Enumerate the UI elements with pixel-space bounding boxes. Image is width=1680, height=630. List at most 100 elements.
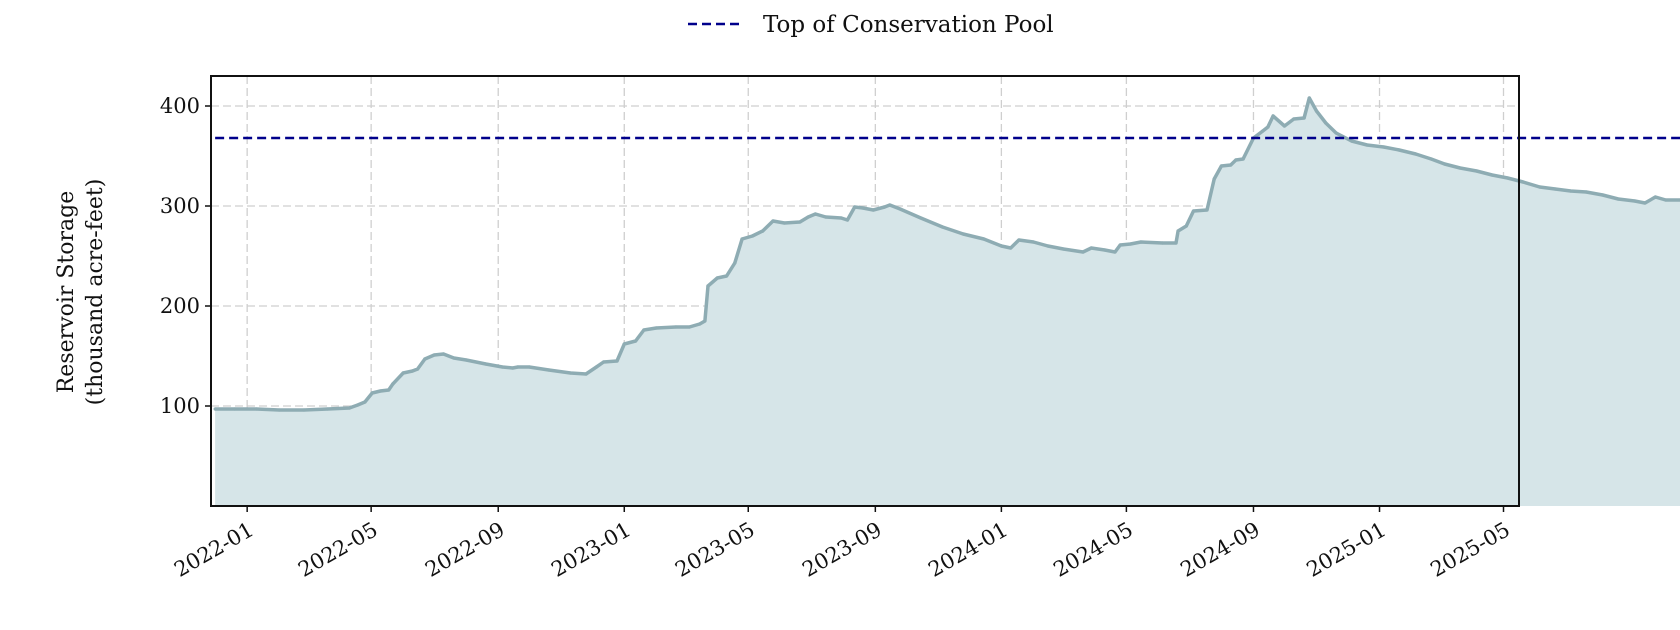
storage-point xyxy=(1553,187,1557,191)
x-tick-label: 2023-09 xyxy=(798,517,886,581)
storage-point xyxy=(391,382,395,386)
x-tick-label: 2025-05 xyxy=(1426,517,1514,581)
storage-point xyxy=(1616,197,1620,201)
x-tick-label: 2025-01 xyxy=(1302,517,1390,581)
storage-point xyxy=(1234,158,1238,162)
storage-point xyxy=(432,353,436,357)
storage-point xyxy=(634,339,638,343)
storage-point xyxy=(961,232,965,236)
storage-point xyxy=(356,403,360,407)
storage-point xyxy=(698,322,702,326)
y-tick-label: 400 xyxy=(160,94,200,118)
storage-point xyxy=(387,388,391,392)
y-tick-label: 300 xyxy=(160,194,200,218)
storage-point xyxy=(1314,109,1319,113)
storage-point xyxy=(813,212,818,216)
storage-point xyxy=(888,203,892,207)
storage-point xyxy=(1219,164,1224,168)
storage-point xyxy=(1429,157,1433,161)
storage-point xyxy=(370,391,374,395)
storage-point xyxy=(401,371,405,375)
storage-point xyxy=(1191,209,1196,213)
storage-point xyxy=(1128,242,1133,246)
x-tick-label: 2024-01 xyxy=(924,517,1012,581)
storage-point xyxy=(410,369,415,373)
storage-point xyxy=(1081,250,1085,254)
storage-point xyxy=(1229,163,1233,167)
storage-point xyxy=(1601,193,1605,197)
storage-point xyxy=(1184,224,1188,228)
storage-point xyxy=(724,274,729,278)
storage-point xyxy=(853,205,857,209)
storage-point xyxy=(1113,250,1117,254)
storage-point xyxy=(1521,180,1525,184)
storage-point xyxy=(1334,131,1338,135)
storage-point xyxy=(213,407,217,411)
storage-point xyxy=(1506,176,1510,180)
storage-point xyxy=(871,208,875,212)
storage-point xyxy=(1292,117,1296,121)
x-tick-label: 2023-05 xyxy=(671,517,759,581)
legend: Top of Conservation Pool xyxy=(688,12,1054,38)
legend-label-conservation-pool: Top of Conservation Pool xyxy=(763,12,1054,38)
storage-point xyxy=(1061,247,1065,251)
storage-point xyxy=(1443,162,1447,166)
storage-point xyxy=(615,359,619,363)
storage-point xyxy=(642,328,646,332)
storage-point xyxy=(1490,173,1494,177)
storage-point xyxy=(233,407,237,411)
storage-point xyxy=(416,367,420,371)
storage-point xyxy=(845,218,850,222)
storage-point xyxy=(1212,177,1216,181)
y-axis-ticks: 100 200 300 400 xyxy=(160,94,211,418)
y-axis-title-line2: (thousand acre-feet) xyxy=(83,179,108,406)
storage-point xyxy=(898,207,902,211)
storage-point xyxy=(771,219,775,223)
storage-point xyxy=(1089,246,1093,250)
y-axis-title-line1: Reservoir Storage xyxy=(54,191,79,394)
storage-point xyxy=(687,325,691,329)
storage-point xyxy=(861,206,865,210)
storage-point xyxy=(883,205,887,209)
storage-point xyxy=(1382,145,1386,149)
storage-point xyxy=(1584,190,1588,194)
storage-point xyxy=(302,408,306,412)
y-tick-label: 100 xyxy=(160,394,200,418)
storage-point xyxy=(1643,201,1647,205)
storage-point xyxy=(500,365,504,369)
storage-point xyxy=(1174,241,1178,245)
x-tick-label: 2022-01 xyxy=(170,517,258,581)
storage-point xyxy=(806,215,810,219)
storage-point xyxy=(740,237,744,241)
storage-point xyxy=(363,400,367,404)
storage-point xyxy=(1261,129,1265,133)
storage-point xyxy=(1538,185,1542,189)
x-tick-label: 2024-05 xyxy=(1049,517,1137,581)
storage-point xyxy=(602,360,606,364)
storage-point xyxy=(1569,189,1573,193)
series-layer xyxy=(213,96,1680,506)
storage-point xyxy=(1103,248,1107,252)
storage-point xyxy=(654,326,658,330)
storage-point xyxy=(464,358,468,362)
storage-point xyxy=(1664,198,1668,202)
storage-point xyxy=(347,406,352,410)
storage-point xyxy=(703,319,707,323)
x-axis-ticks: 2022-01 2022-05 2022-09 2023-01 2023-05 2023-… xyxy=(170,506,1514,582)
storage-point xyxy=(1307,96,1311,100)
storage-point xyxy=(378,389,383,393)
storage-point xyxy=(1365,143,1369,147)
storage-point xyxy=(1118,243,1122,247)
storage-point xyxy=(594,365,598,369)
storage-point xyxy=(452,356,456,360)
storage-point xyxy=(326,407,330,411)
storage-point xyxy=(782,221,787,225)
storage-point xyxy=(1458,166,1462,170)
storage-point xyxy=(798,220,802,224)
storage-point xyxy=(1176,229,1180,233)
storage-point xyxy=(674,325,678,329)
storage-point xyxy=(839,216,843,220)
y-axis-title: Reservoir Storage (thousand acre-feet) xyxy=(54,179,108,406)
storage-point xyxy=(584,372,588,376)
